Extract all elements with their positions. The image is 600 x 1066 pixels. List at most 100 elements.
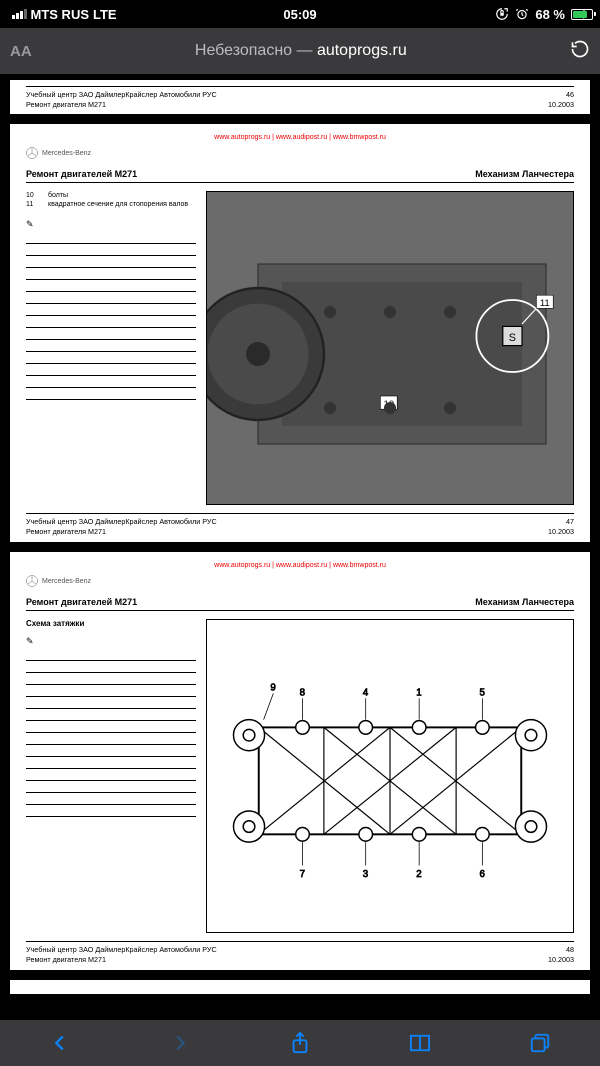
svg-text:2: 2 (416, 869, 421, 880)
doc-page-49-top (10, 980, 590, 994)
svg-text:4: 4 (363, 687, 369, 698)
svg-text:9: 9 (270, 682, 275, 693)
footer-page-num: 47 (566, 517, 574, 526)
back-button[interactable] (46, 1029, 74, 1057)
note-line (26, 769, 196, 781)
torque-diagram: 1 4 5 8 9 2 3 6 7 (206, 619, 574, 933)
svg-text:7: 7 (300, 869, 305, 880)
mercedes-logo-icon (26, 147, 38, 159)
pencil-icon: ✎ (26, 636, 196, 647)
note-line (26, 280, 196, 292)
note-line (26, 793, 196, 805)
page-viewport[interactable]: Учебный центр ЗАО ДаймлерКрайслер Автомо… (0, 74, 600, 1020)
subtitle: Схема затяжки (26, 619, 196, 628)
note-line (26, 697, 196, 709)
note-line (26, 388, 196, 400)
item-text: болты (48, 191, 68, 200)
brand-text: Mercedes-Benz (42, 578, 91, 585)
note-lines (26, 649, 196, 817)
header-right: Механизм Ланчестера (475, 597, 574, 607)
item-row: 10 болты (26, 191, 196, 200)
note-line (26, 244, 196, 256)
header-left: Ремонт двигателей М271 (26, 169, 137, 179)
note-line (26, 721, 196, 733)
carrier: MTS RUS (31, 7, 90, 22)
notes-column: Схема затяжки ✎ (26, 619, 196, 933)
brand-row: Mercedes-Benz (26, 575, 574, 587)
svg-text:5: 5 (479, 687, 484, 698)
footer-doc: Ремонт двигателя М271 (26, 955, 106, 964)
note-line (26, 316, 196, 328)
note-line (26, 256, 196, 268)
pencil-icon: ✎ (26, 219, 196, 230)
note-line (26, 364, 196, 376)
footer-org: Учебный центр ЗАО ДаймлерКрайслер Автомо… (26, 945, 217, 954)
item-num: 10 (26, 191, 40, 200)
status-left: MTS RUS LTE (12, 7, 283, 22)
note-line (26, 232, 196, 244)
note-line (26, 328, 196, 340)
item-list: 10 болты 11 квадратное сечение для стопорен… (26, 191, 196, 209)
svg-text:3: 3 (363, 869, 368, 880)
item-row: 11 квадратное сечение для стопорения вало… (26, 200, 196, 209)
note-line (26, 709, 196, 721)
url-domain: autoprogs.ru (317, 42, 407, 59)
note-line (26, 685, 196, 697)
watermark: www.autoprogs.ru | www.audipost.ru | www… (26, 134, 574, 141)
note-line (26, 268, 196, 280)
battery-percent: 68 % (535, 7, 565, 22)
note-line (26, 304, 196, 316)
svg-text:1: 1 (416, 687, 421, 698)
footer-page-num: 46 (566, 90, 574, 99)
footer-org: Учебный центр ЗАО ДаймлерКрайслер Автомо… (26, 517, 217, 526)
notes-column: 10 болты 11 квадратное сечение для стопорен… (26, 191, 196, 505)
note-lines (26, 232, 196, 400)
note-line (26, 649, 196, 661)
item-text: квадратное сечение для стопорения валов (48, 200, 188, 209)
forward-button[interactable] (166, 1029, 194, 1057)
clock: 05:09 (283, 7, 316, 22)
svg-text:S: S (509, 332, 516, 344)
note-line (26, 805, 196, 817)
alarm-icon (515, 7, 529, 21)
footer-page-num: 48 (566, 945, 574, 954)
doc-page-46-footer: Учебный центр ЗАО ДаймлерКрайслер Автомо… (10, 80, 590, 114)
svg-text:6: 6 (479, 869, 484, 880)
footer-doc: Ремонт двигателя М271 (26, 527, 106, 536)
share-button[interactable] (286, 1029, 314, 1057)
signal-icon (12, 9, 27, 19)
svg-text:8: 8 (300, 687, 305, 698)
footer-date: 10.2003 (548, 955, 574, 964)
item-num: 11 (26, 200, 40, 209)
battery-icon (571, 9, 588, 20)
note-line (26, 781, 196, 793)
note-line (26, 292, 196, 304)
doc-page-48: www.autoprogs.ru | www.audipost.ru | www… (10, 552, 590, 970)
status-bar: MTS RUS LTE 05:09 68 % (0, 0, 600, 28)
note-line (26, 673, 196, 685)
doc-page-47: www.autoprogs.ru | www.audipost.ru | www… (10, 124, 590, 542)
orientation-lock-icon (495, 7, 509, 21)
footer-date: 10.2003 (548, 100, 574, 109)
note-line (26, 733, 196, 745)
text-size-button[interactable]: AA (10, 43, 32, 60)
note-line (26, 661, 196, 673)
footer-org: Учебный центр ЗАО ДаймлерКрайслер Автомо… (26, 90, 217, 99)
mercedes-logo-icon (26, 575, 38, 587)
note-line (26, 745, 196, 757)
insecure-label: Небезопасно — (195, 42, 317, 59)
tabs-button[interactable] (526, 1029, 554, 1057)
engine-photo-figure: S 11 10 (206, 191, 574, 505)
footer-doc: Ремонт двигателя М271 (26, 100, 106, 109)
brand-text: Mercedes-Benz (42, 150, 91, 157)
note-line (26, 340, 196, 352)
reload-button[interactable] (570, 39, 590, 64)
page-header: Ремонт двигателей М271 Механизм Ланчесте… (26, 169, 574, 183)
footer-date: 10.2003 (548, 527, 574, 536)
note-line (26, 757, 196, 769)
header-left: Ремонт двигателей М271 (26, 597, 137, 607)
address-bar[interactable]: Небезопасно — autoprogs.ru (42, 42, 560, 60)
bookmarks-button[interactable] (406, 1029, 434, 1057)
note-line (26, 376, 196, 388)
svg-text:11: 11 (540, 298, 550, 309)
